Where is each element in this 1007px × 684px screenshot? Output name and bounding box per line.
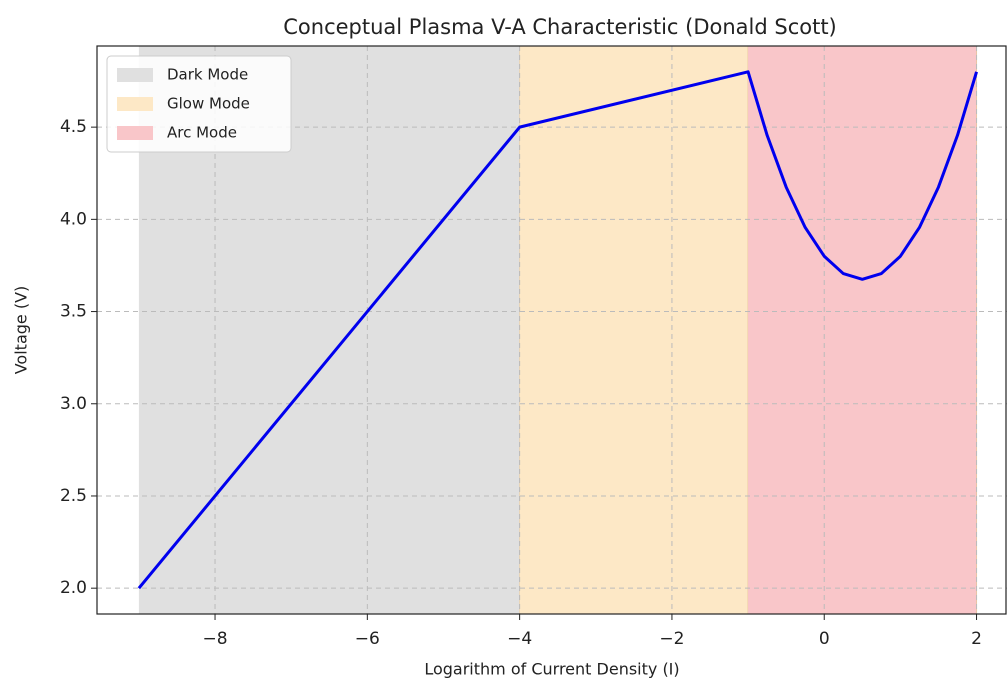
x-tick-label: 0 (819, 629, 830, 649)
y-tick-label: 2.0 (60, 578, 87, 598)
region (519, 46, 749, 614)
legend-label: Arc Mode (167, 124, 237, 142)
x-tick-label: −8 (203, 629, 228, 649)
region (748, 46, 977, 614)
x-tick-label: −6 (355, 629, 380, 649)
x-tick-label: 2 (971, 629, 982, 649)
x-tick-label: −2 (659, 629, 684, 649)
plot-frame (96, 45, 1007, 615)
x-tick-label: −4 (507, 629, 532, 649)
y-tick-label: 4.0 (60, 209, 87, 229)
series-line (137, 70, 978, 590)
legend-label: Dark Mode (167, 66, 248, 84)
y-axis-label: Voltage (V) (12, 286, 31, 375)
legend-swatch (117, 68, 153, 82)
y-tick-label: 2.5 (60, 486, 87, 506)
legend-label: Glow Mode (167, 95, 250, 113)
legend: Dark Mode Glow Mode Arc Mode (106, 55, 292, 153)
y-tick-label: 3.0 (60, 394, 87, 414)
chart-title: Conceptual Plasma V-A Characteristic (Do… (283, 15, 837, 39)
legend-swatch (117, 97, 153, 111)
y-tick-label: 3.5 (60, 302, 87, 322)
legend-swatch (117, 126, 153, 140)
x-axis-label: Logarithm of Current Density (I) (424, 660, 679, 679)
y-tick-label: 4.5 (60, 117, 87, 137)
